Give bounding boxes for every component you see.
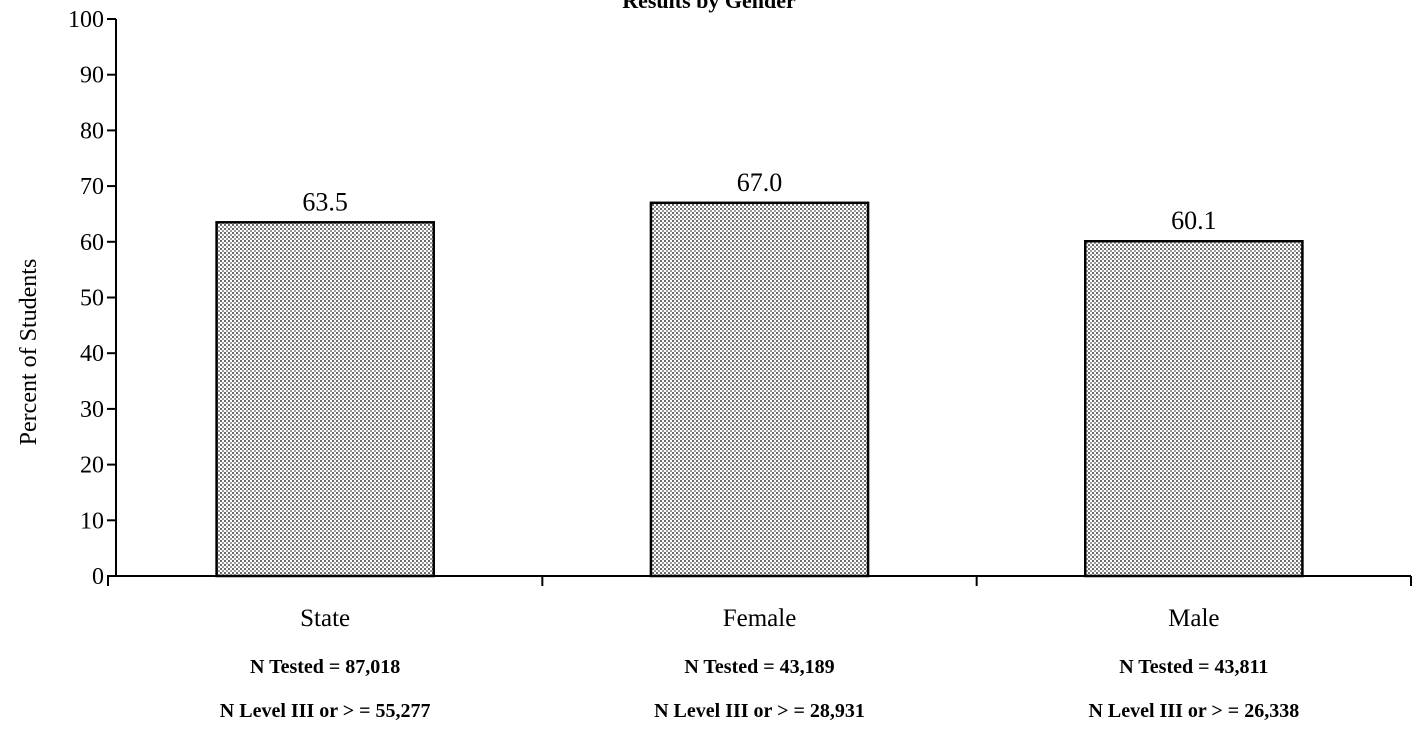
bar-female xyxy=(649,201,870,578)
n-tested-label: N Tested = 43,189 xyxy=(684,656,834,678)
bar-state xyxy=(215,221,435,578)
y-tick-label: 70 xyxy=(80,174,104,200)
data-label: 60.1 xyxy=(1171,206,1217,235)
n-level-label: N Level III or > = 28,931 xyxy=(654,700,865,722)
labels: 63.5 State N Tested = 87,018 N Level III or… xyxy=(220,168,1299,722)
y-tick-label: 100 xyxy=(68,7,104,33)
n-tested-label: N Tested = 87,018 xyxy=(250,656,400,678)
y-tick-label: 50 xyxy=(80,286,104,312)
y-tick-label: 10 xyxy=(80,508,104,534)
x-axis-ticks xyxy=(107,576,1412,586)
y-tick-label: 40 xyxy=(80,341,104,367)
y-tick-label: 80 xyxy=(80,118,104,144)
y-tick-label: 20 xyxy=(80,453,104,479)
y-tick-label: 90 xyxy=(80,63,104,89)
n-level-label: N Level III or > = 55,277 xyxy=(220,700,431,722)
category-label: Female xyxy=(723,605,797,632)
data-label: 67.0 xyxy=(737,168,783,197)
y-axis-ticks: 0 10 20 30 40 50 60 70 80 90 100 xyxy=(68,7,116,590)
category-label: Male xyxy=(1168,605,1219,632)
data-label: 63.5 xyxy=(302,187,348,216)
y-tick-label: 0 xyxy=(92,564,104,590)
n-tested-label: N Tested = 43,811 xyxy=(1119,656,1268,678)
bars xyxy=(215,201,1304,578)
y-tick-label: 30 xyxy=(80,397,104,423)
y-axis-title: Percent of Students xyxy=(16,259,42,446)
y-tick-label: 60 xyxy=(80,230,104,256)
bar-male xyxy=(1084,239,1304,578)
category-label: State xyxy=(300,605,350,632)
chart-title: Results by Gender xyxy=(622,0,796,13)
n-level-label: N Level III or > = 26,338 xyxy=(1088,700,1299,722)
